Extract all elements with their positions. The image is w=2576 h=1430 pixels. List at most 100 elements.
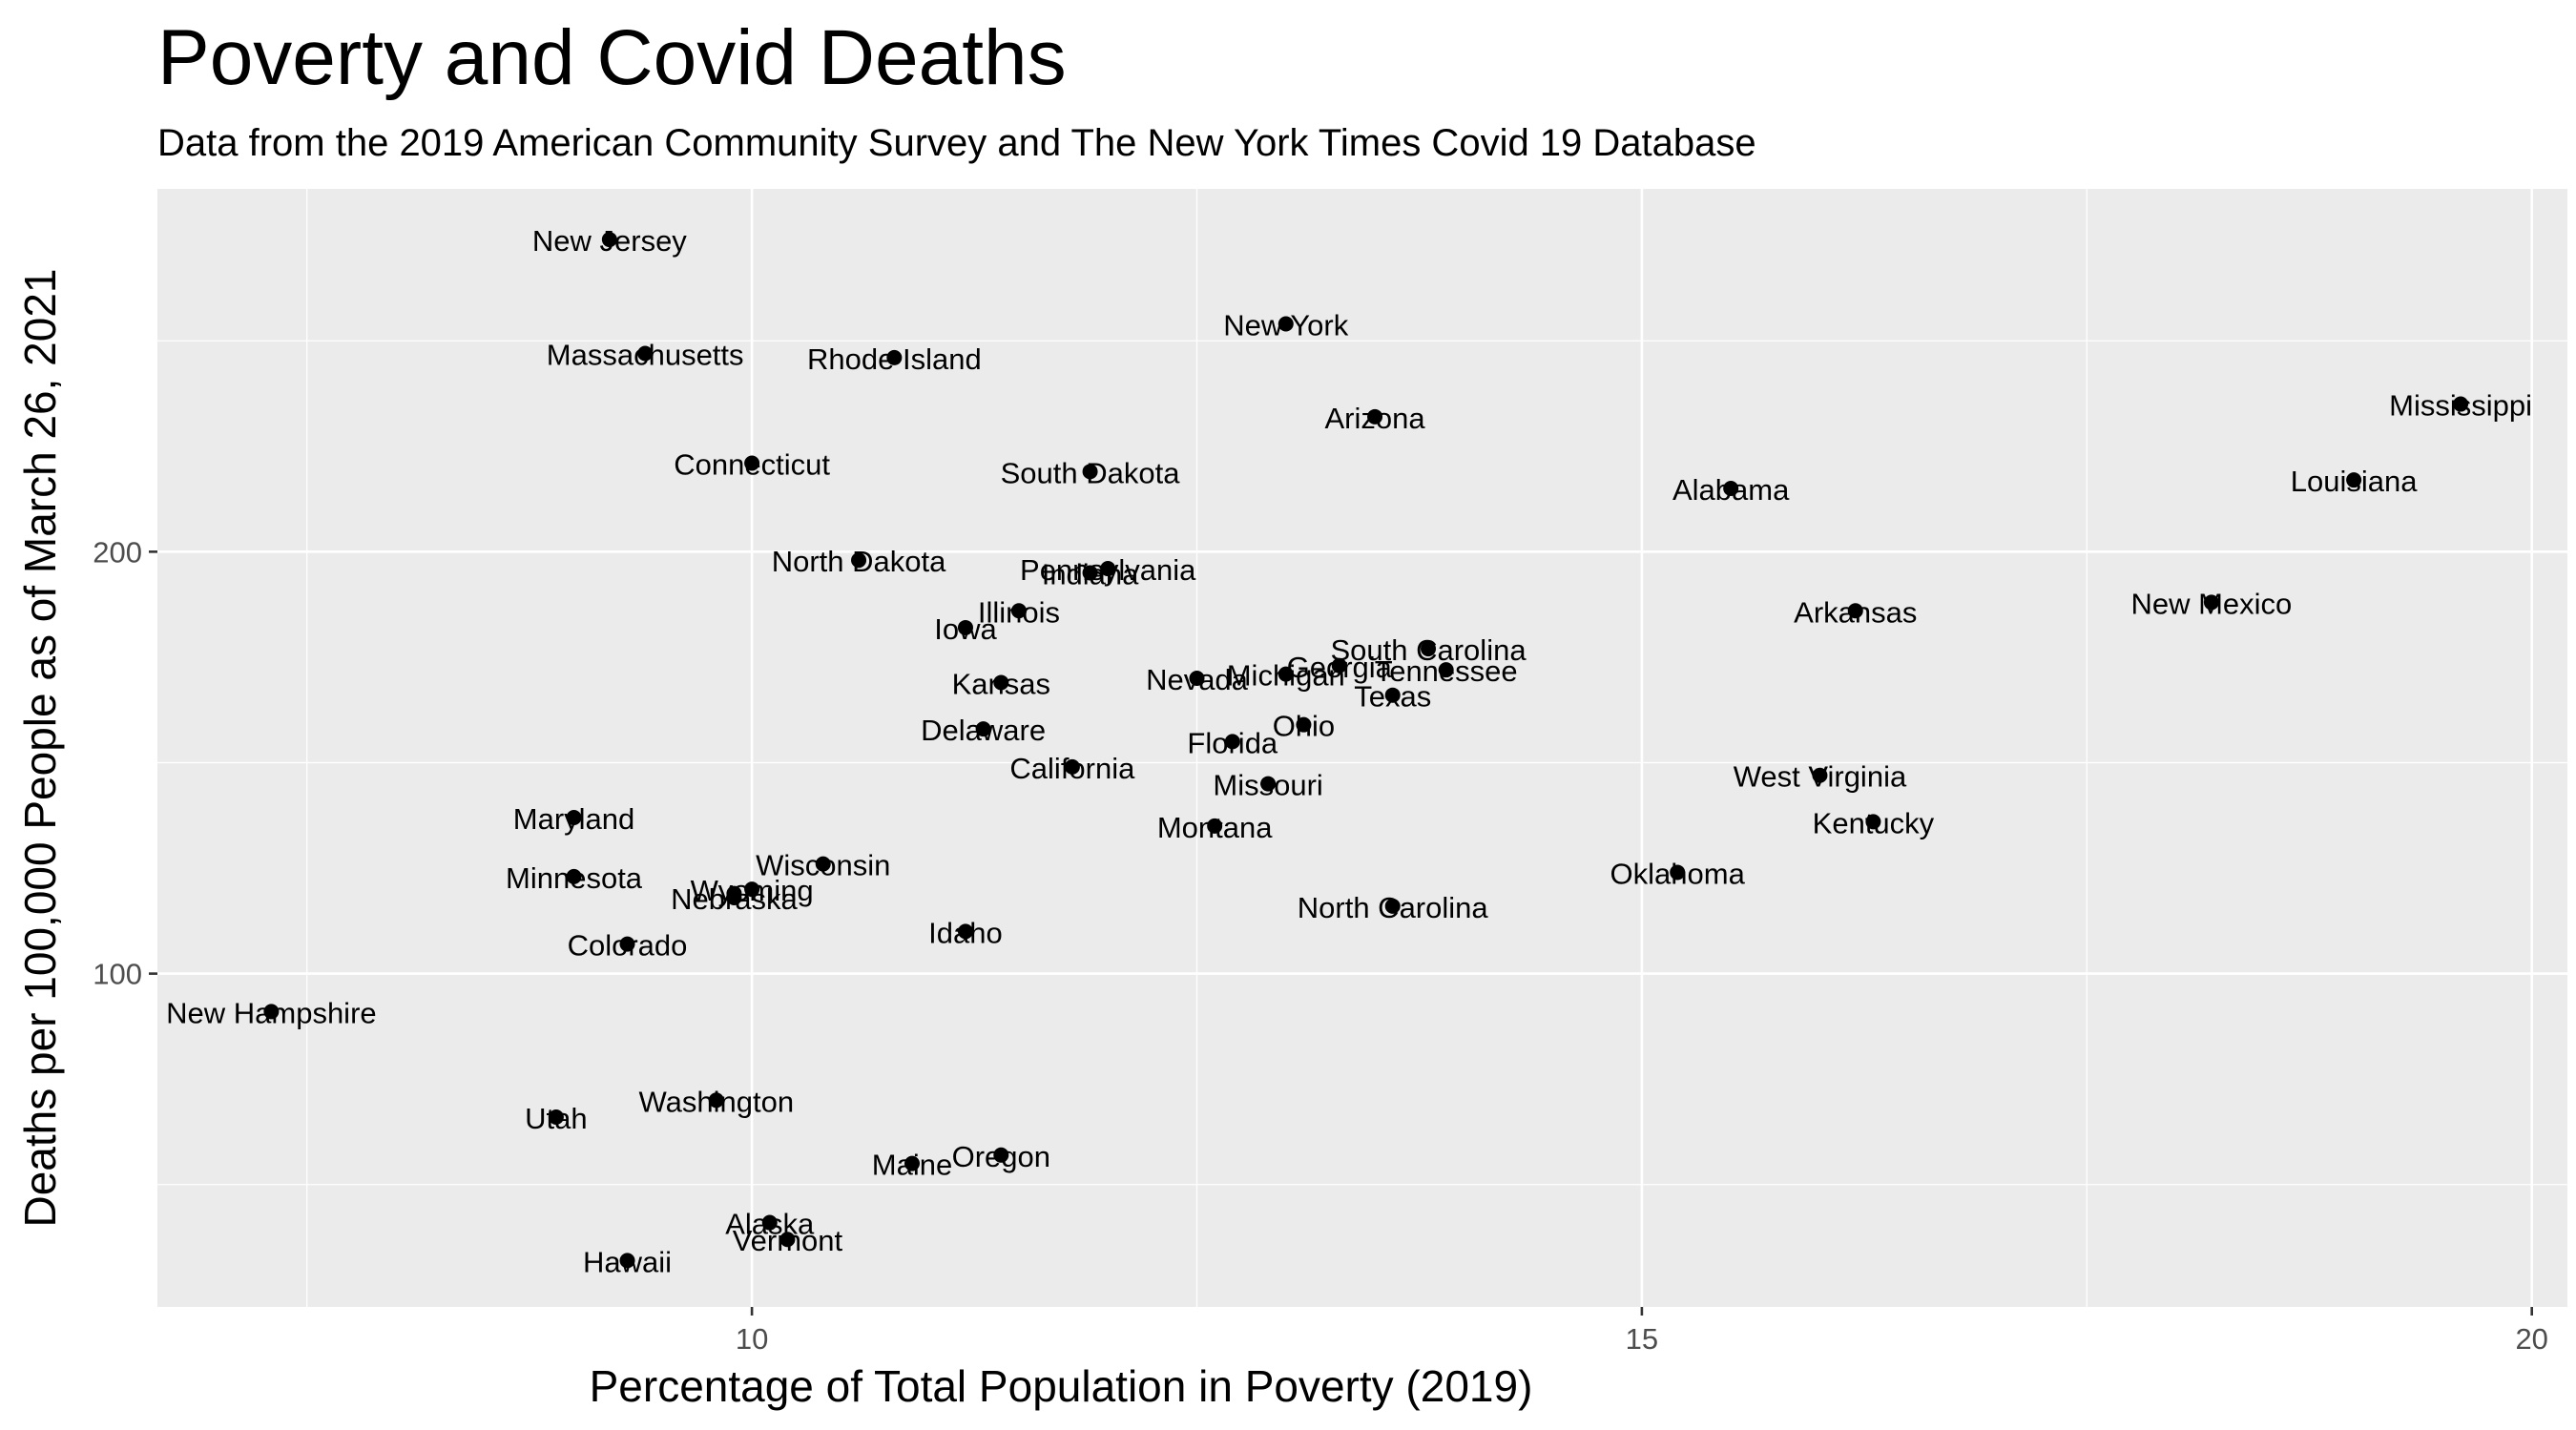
data-point [1278, 666, 1294, 682]
point-label: Connecticut [674, 447, 830, 481]
plot-panel [157, 189, 2567, 1307]
data-point [1865, 814, 1881, 830]
point-label: New Mexico [2130, 587, 2292, 620]
data-point [851, 552, 867, 569]
data-point [1421, 641, 1437, 657]
point-label: Florida [1187, 726, 1278, 759]
point-label: Colorado [568, 929, 688, 963]
x-tick-label: 15 [1626, 1322, 1658, 1356]
data-point [1296, 716, 1312, 733]
data-point [637, 345, 654, 362]
point-label: Vermont [733, 1224, 843, 1257]
data-point [263, 1004, 280, 1020]
point-label: Indiana [1042, 557, 1139, 591]
chart-title: Poverty and Covid Deaths [157, 14, 1067, 101]
data-point [993, 674, 1009, 691]
point-label: Wyoming [691, 874, 814, 907]
data-point [975, 721, 991, 737]
data-points [263, 232, 2469, 1269]
data-point [761, 1214, 778, 1231]
data-point [2203, 594, 2219, 611]
data-point [1723, 481, 1739, 497]
point-label: Montana [1157, 811, 1273, 844]
data-point [957, 619, 973, 635]
point-label: Delaware [921, 714, 1046, 747]
data-point [1082, 565, 1098, 581]
data-point [1438, 662, 1454, 678]
point-label: Massachusetts [547, 338, 744, 371]
point-label: West Virginia [1734, 760, 1907, 794]
data-point [2346, 472, 2362, 488]
data-point [1100, 561, 1116, 577]
point-label: Utah [525, 1102, 587, 1135]
data-point [1064, 758, 1080, 775]
point-label: Iowa [934, 612, 997, 646]
data-point [1812, 767, 1828, 783]
data-point [1010, 603, 1027, 619]
point-label: North Carolina [1298, 891, 1489, 924]
point-label: Mississippi [2389, 389, 2532, 423]
point-label: Georgia [1287, 651, 1393, 684]
x-axis-title: Percentage of Total Population in Povert… [590, 1361, 1533, 1411]
point-label: California [1009, 752, 1135, 785]
data-point [1367, 408, 1383, 425]
point-label: Idaho [928, 916, 1003, 949]
point-labels: New Jersey Massachusetts Rhode Island New Y… [166, 224, 2532, 1278]
point-label: Arkansas [1794, 595, 1917, 629]
data-point [708, 1092, 724, 1109]
data-point [566, 809, 582, 825]
y-axis-title: Deaths per 100,000 People as of March 26… [15, 268, 65, 1227]
point-label: Kentucky [1813, 806, 1935, 839]
data-point [779, 1232, 796, 1248]
data-point [1082, 464, 1098, 480]
data-point [1670, 864, 1686, 881]
x-tick-label: 10 [736, 1322, 768, 1356]
data-point [619, 1253, 635, 1269]
data-point [566, 868, 582, 884]
data-point [1847, 603, 1863, 619]
point-label: South Dakota [1001, 456, 1181, 489]
point-label: Alaska [725, 1208, 815, 1241]
data-point [1384, 687, 1401, 703]
data-point [815, 856, 831, 872]
data-point [744, 881, 760, 898]
point-label: Michigan [1227, 659, 1345, 693]
point-label: Oregon [952, 1140, 1050, 1173]
point-label: Tennessee [1375, 654, 1518, 688]
data-point [1207, 818, 1223, 834]
y-tick-label: 100 [93, 958, 142, 991]
y-tick-label: 200 [93, 535, 142, 569]
point-label: Oklahoma [1610, 857, 1746, 890]
data-point [1224, 734, 1240, 750]
point-label: Texas [1354, 680, 1431, 714]
point-label: New Hampshire [166, 996, 377, 1029]
data-point [619, 936, 635, 952]
point-label: Kansas [952, 667, 1050, 700]
point-label: Maine [872, 1149, 952, 1182]
data-point [904, 1155, 921, 1171]
point-label: Minnesota [506, 861, 643, 895]
data-point [744, 455, 760, 471]
data-point [1384, 898, 1401, 914]
point-label: South Carolina [1330, 633, 1527, 667]
data-point [726, 890, 742, 906]
point-label: New Jersey [532, 224, 687, 258]
point-label: Pennsylvania [1020, 553, 1196, 587]
point-label: Ohio [1273, 710, 1335, 743]
data-point [886, 349, 903, 365]
chart-subtitle: Data from the 2019 American Community Su… [157, 122, 1756, 164]
data-point [601, 232, 617, 248]
point-label: Louisiana [2291, 465, 2418, 498]
data-point [957, 923, 973, 940]
x-tick-label: 20 [2515, 1322, 2547, 1356]
point-label: Washington [639, 1085, 795, 1118]
point-label: North Dakota [772, 545, 946, 578]
data-point [548, 1109, 564, 1125]
point-label: Alabama [1672, 473, 1790, 507]
point-label: Maryland [513, 802, 635, 836]
point-label: Missouri [1213, 769, 1322, 802]
data-point [1189, 671, 1205, 687]
data-point [2453, 396, 2469, 412]
data-point [1260, 776, 1277, 792]
